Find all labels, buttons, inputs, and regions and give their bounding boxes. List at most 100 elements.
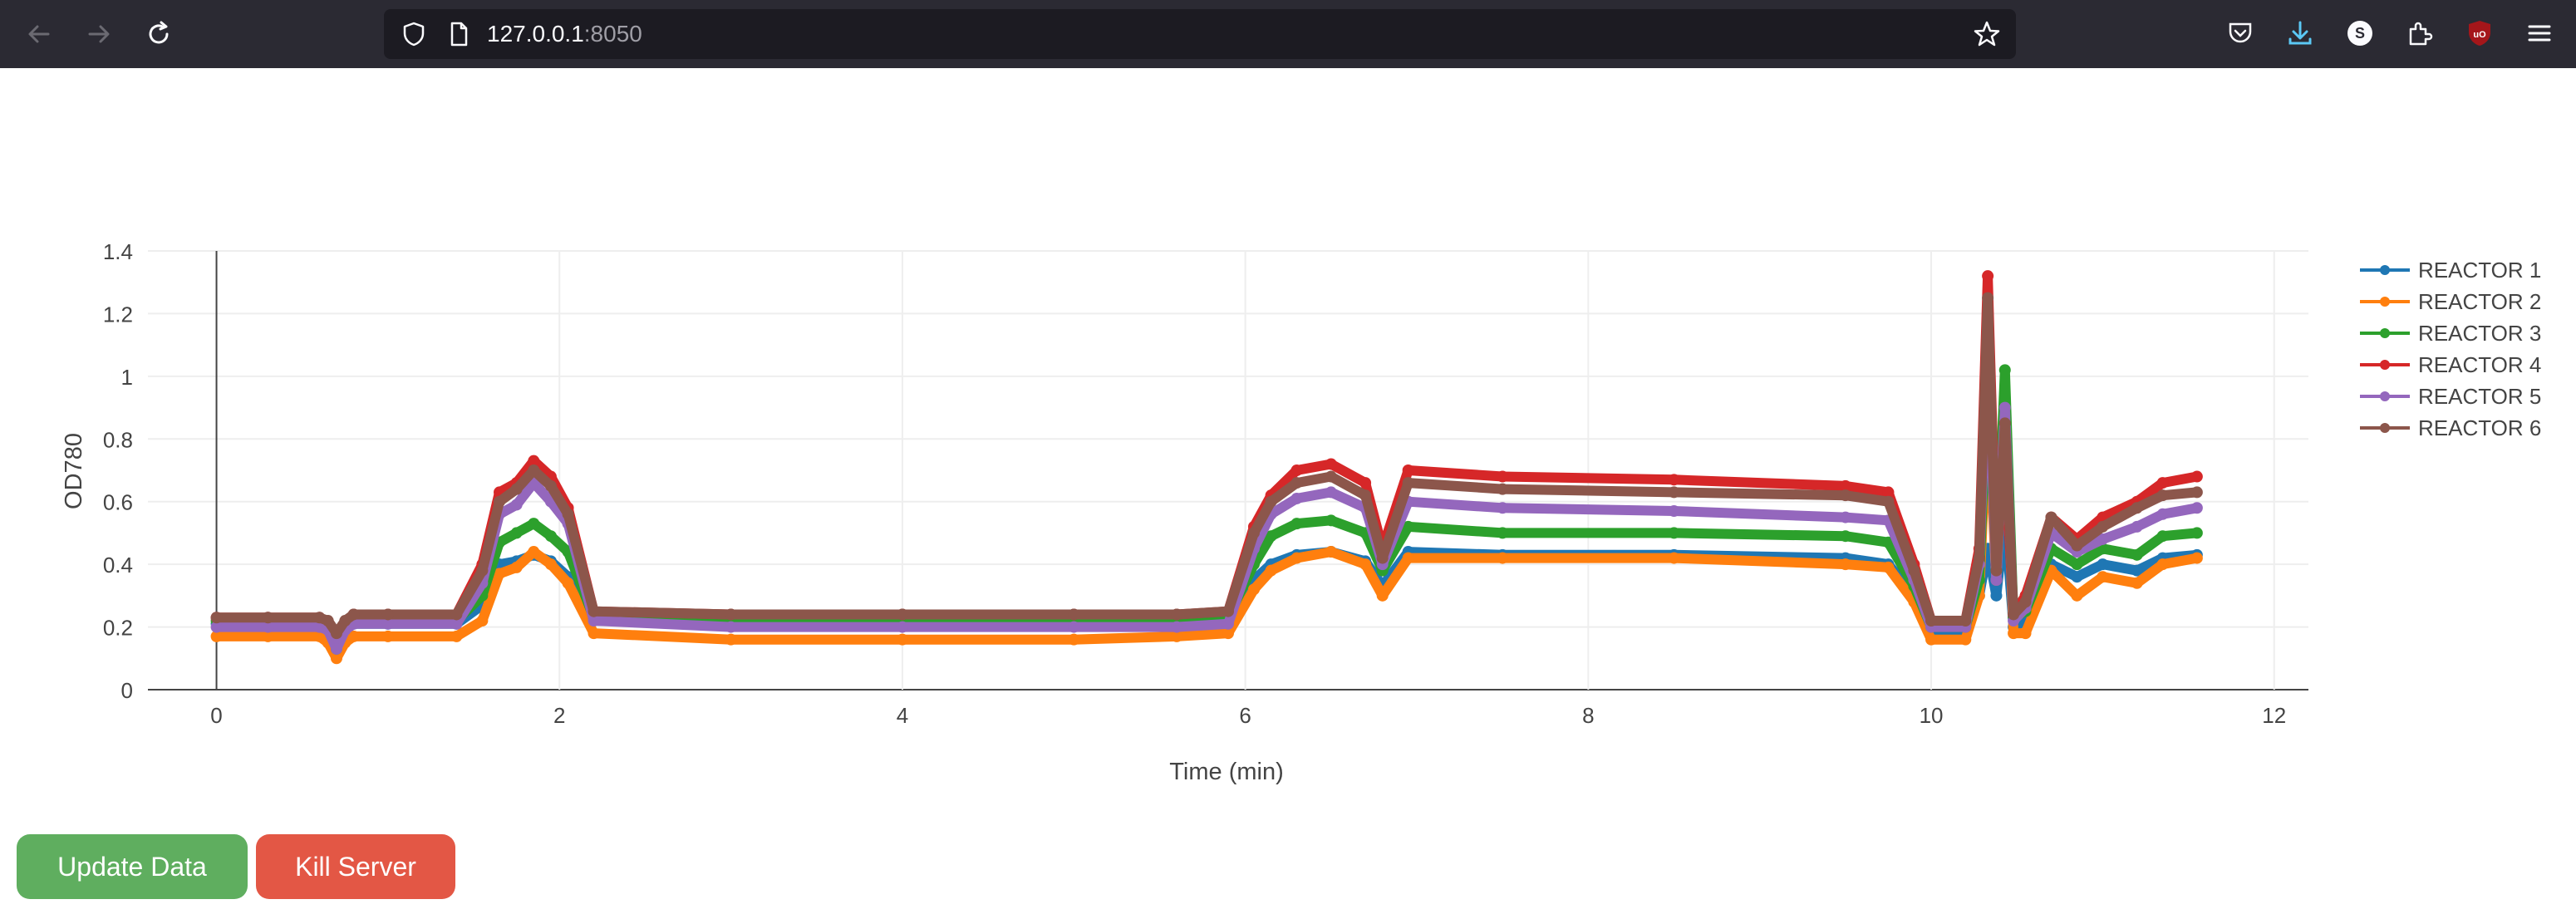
data-point[interactable] [1376, 552, 1389, 564]
data-point[interactable] [494, 495, 506, 508]
data-point[interactable] [1325, 546, 1337, 558]
data-point[interactable] [1668, 527, 1680, 539]
data-point[interactable] [1839, 489, 1851, 502]
data-point[interactable] [2131, 520, 2143, 533]
od-chart[interactable]: 00.20.40.60.811.21.40 2 4 6 8 10 12 REACTOR 1R… [0, 68, 2576, 816]
data-point[interactable] [1222, 627, 1234, 640]
data-point[interactable] [725, 621, 737, 633]
reload-button[interactable] [138, 13, 179, 55]
extensions-icon[interactable] [2403, 17, 2436, 50]
data-point[interactable] [1990, 564, 2003, 577]
data-point[interactable] [544, 479, 557, 492]
data-point[interactable] [510, 499, 523, 511]
data-point[interactable] [1497, 502, 1509, 514]
data-point[interactable] [1959, 633, 1972, 646]
data-point[interactable] [1325, 486, 1337, 499]
legend[interactable]: REACTOR 1 REACTOR 2 REACTOR 3 REACTOR 4 REAC… [2360, 258, 2541, 440]
data-point[interactable] [339, 615, 351, 627]
data-point[interactable] [1171, 630, 1183, 642]
data-point[interactable] [544, 530, 557, 543]
data-point[interactable] [1068, 633, 1080, 646]
data-point[interactable] [528, 518, 540, 530]
data-point[interactable] [1222, 605, 1234, 617]
legend-item-reactor-3[interactable]: REACTOR 3 [2360, 321, 2541, 346]
data-point[interactable] [562, 508, 574, 520]
data-point[interactable] [1497, 470, 1509, 483]
data-point[interactable] [1908, 564, 1920, 577]
data-point[interactable] [1265, 530, 1277, 543]
data-point[interactable] [1265, 564, 1277, 577]
data-point[interactable] [1325, 514, 1337, 527]
data-point[interactable] [528, 546, 540, 558]
data-point[interactable] [1402, 464, 1414, 476]
data-point[interactable] [587, 605, 600, 617]
data-point[interactable] [587, 615, 600, 627]
forward-button[interactable] [78, 13, 120, 55]
data-point[interactable] [2008, 627, 2020, 640]
data-point[interactable] [1497, 552, 1509, 564]
data-point[interactable] [450, 617, 463, 630]
data-point[interactable] [2097, 533, 2109, 545]
data-point[interactable] [330, 652, 342, 665]
data-point[interactable] [2097, 558, 2109, 571]
data-point[interactable] [1668, 474, 1680, 486]
data-point[interactable] [1068, 621, 1080, 633]
data-point[interactable] [1068, 608, 1080, 621]
data-point[interactable] [1290, 492, 1303, 504]
data-point[interactable] [330, 642, 342, 655]
data-point[interactable] [1222, 617, 1234, 630]
data-point[interactable] [1882, 561, 1895, 573]
data-point[interactable] [1497, 483, 1509, 495]
data-point[interactable] [1359, 489, 1372, 502]
data-point[interactable] [1925, 633, 1938, 646]
data-point[interactable] [347, 630, 360, 642]
data-point[interactable] [2190, 527, 2203, 539]
data-point[interactable] [330, 627, 342, 640]
legend-item-reactor-1[interactable]: REACTOR 1 [2360, 258, 2541, 283]
data-point[interactable] [1171, 621, 1183, 633]
data-point[interactable] [1990, 589, 2003, 602]
data-point[interactable] [725, 633, 737, 646]
data-point[interactable] [381, 630, 394, 642]
data-point[interactable] [2131, 502, 2143, 514]
data-point[interactable] [1668, 505, 1680, 518]
data-point[interactable] [725, 608, 737, 621]
data-point[interactable] [2019, 596, 2032, 608]
account-icon[interactable]: S [2343, 17, 2377, 50]
legend-item-reactor-2[interactable]: REACTOR 2 [2360, 289, 2541, 314]
data-point[interactable] [2071, 589, 2083, 602]
data-point[interactable] [562, 577, 574, 589]
data-point[interactable] [494, 568, 506, 580]
data-point[interactable] [896, 621, 908, 633]
ublock-icon[interactable]: uO [2463, 17, 2496, 50]
data-point[interactable] [476, 615, 489, 627]
data-point[interactable] [210, 621, 223, 633]
data-point[interactable] [1668, 486, 1680, 499]
url-bar[interactable]: 127.0.0.1:8050 [384, 9, 2016, 59]
data-point[interactable] [2008, 608, 2020, 621]
star-icon[interactable] [1973, 20, 2001, 48]
data-point[interactable] [2071, 571, 2083, 583]
data-point[interactable] [210, 612, 223, 624]
data-point[interactable] [262, 621, 274, 633]
data-point[interactable] [1925, 615, 1938, 627]
data-point[interactable] [2071, 539, 2083, 552]
data-point[interactable] [587, 627, 600, 640]
legend-item-reactor-5[interactable]: REACTOR 5 [2360, 384, 2541, 409]
data-point[interactable] [1998, 364, 2011, 376]
legend-item-reactor-6[interactable]: REACTOR 6 [2360, 415, 2541, 440]
data-point[interactable] [2156, 530, 2169, 543]
data-point[interactable] [1990, 574, 2003, 586]
data-point[interactable] [2156, 508, 2169, 520]
data-point[interactable] [1290, 552, 1303, 564]
data-point[interactable] [1325, 458, 1337, 470]
data-point[interactable] [1171, 608, 1183, 621]
data-point[interactable] [262, 612, 274, 624]
data-point[interactable] [528, 455, 540, 467]
data-point[interactable] [476, 564, 489, 577]
data-point[interactable] [2131, 577, 2143, 589]
data-point[interactable] [544, 558, 557, 571]
data-point[interactable] [2190, 486, 2203, 499]
data-point[interactable] [1290, 477, 1303, 489]
data-point[interactable] [1325, 470, 1337, 483]
